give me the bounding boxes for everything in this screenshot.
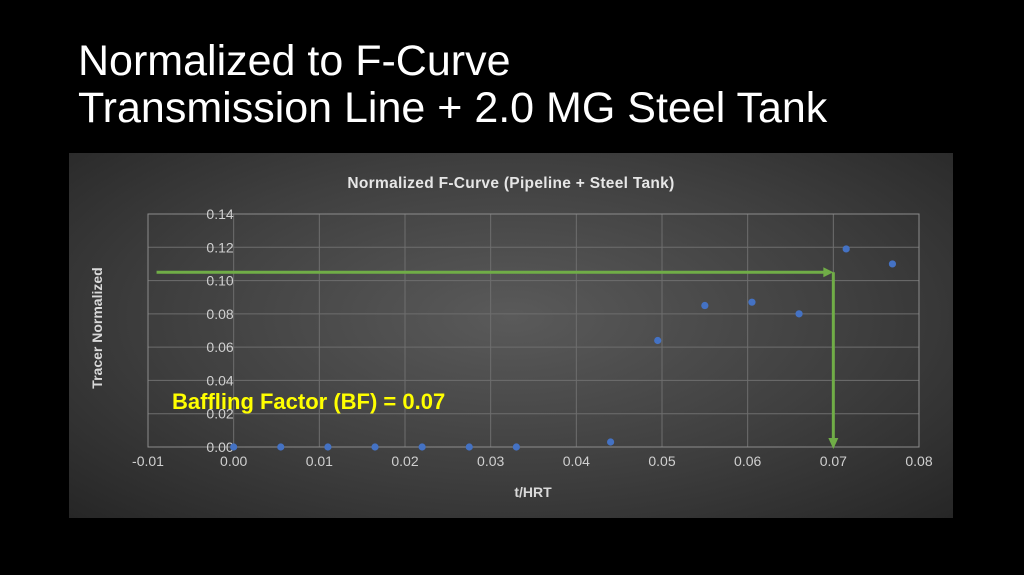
chart-title: Normalized F-Curve (Pipeline + Steel Tan…: [347, 175, 674, 192]
x-axis-ticks: -0.01 0.00 0.01 0.02 0.03 0.04 0.05 0.06 0.07 0.0…: [132, 453, 933, 469]
data-point: [277, 443, 285, 451]
data-point: [465, 443, 473, 451]
y-axis-title: Tracer Normalized: [89, 267, 105, 388]
scatter-chart: Normalized F-Curve (Pipeline + Steel Tan…: [89, 175, 933, 500]
data-point: [418, 443, 426, 451]
data-point: [748, 298, 756, 306]
data-point: [888, 260, 897, 268]
x-tick-label: 0.04: [563, 453, 590, 469]
chart-panel: Normalized F-Curve (Pipeline + Steel Tan…: [69, 153, 953, 518]
data-point: [371, 443, 379, 451]
data-point: [512, 443, 520, 451]
x-tick-label: 0.06: [734, 453, 761, 469]
y-tick-label: 0.08: [206, 306, 233, 322]
slide-title-line-1: Normalized to F-Curve: [78, 37, 511, 85]
x-tick-label: 0.07: [820, 453, 847, 469]
y-tick-label: 0.14: [206, 206, 233, 222]
data-point: [607, 438, 615, 446]
data-point: [701, 301, 709, 310]
bf-arrow: [156, 267, 839, 449]
y-axis-ticks: 0.00 0.02 0.04 0.06 0.08 0.10 0.12 0.14: [206, 206, 233, 455]
x-tick-label: 0.05: [648, 453, 675, 469]
arrow-head-down: [828, 438, 839, 449]
data-point: [842, 245, 850, 253]
y-tick-label: 0.06: [206, 339, 233, 355]
x-tick-label: 0.02: [391, 453, 418, 469]
plot-area: [147, 213, 920, 448]
data-point: [795, 310, 803, 318]
data-point: [324, 443, 332, 451]
data-point: [230, 443, 238, 451]
x-tick-label: 0.01: [306, 453, 333, 469]
x-tick-label: 0.03: [477, 453, 504, 469]
x-axis-title: t/HRT: [514, 484, 552, 500]
y-tick-label: 0.00: [206, 439, 233, 455]
y-tick-label: 0.12: [206, 239, 233, 255]
y-tick-label: 0.04: [206, 372, 233, 388]
y-tick-label: 0.10: [206, 273, 233, 289]
baffling-factor-annotation: Baffling Factor (BF) = 0.07: [172, 389, 445, 414]
slide-title: Normalized to F-Curve Transmission Line …: [78, 38, 827, 132]
y-tick-label: 0.02: [206, 406, 233, 422]
x-tick-label: 0.00: [220, 453, 247, 469]
slide-title-line-2: Transmission Line + 2.0 MG Steel Tank: [78, 84, 828, 132]
data-series: [230, 245, 897, 451]
arrow-head-right: [823, 267, 834, 278]
x-tick-label: -0.01: [132, 453, 164, 469]
x-tick-label: 0.08: [905, 453, 932, 469]
data-point: [654, 336, 662, 345]
